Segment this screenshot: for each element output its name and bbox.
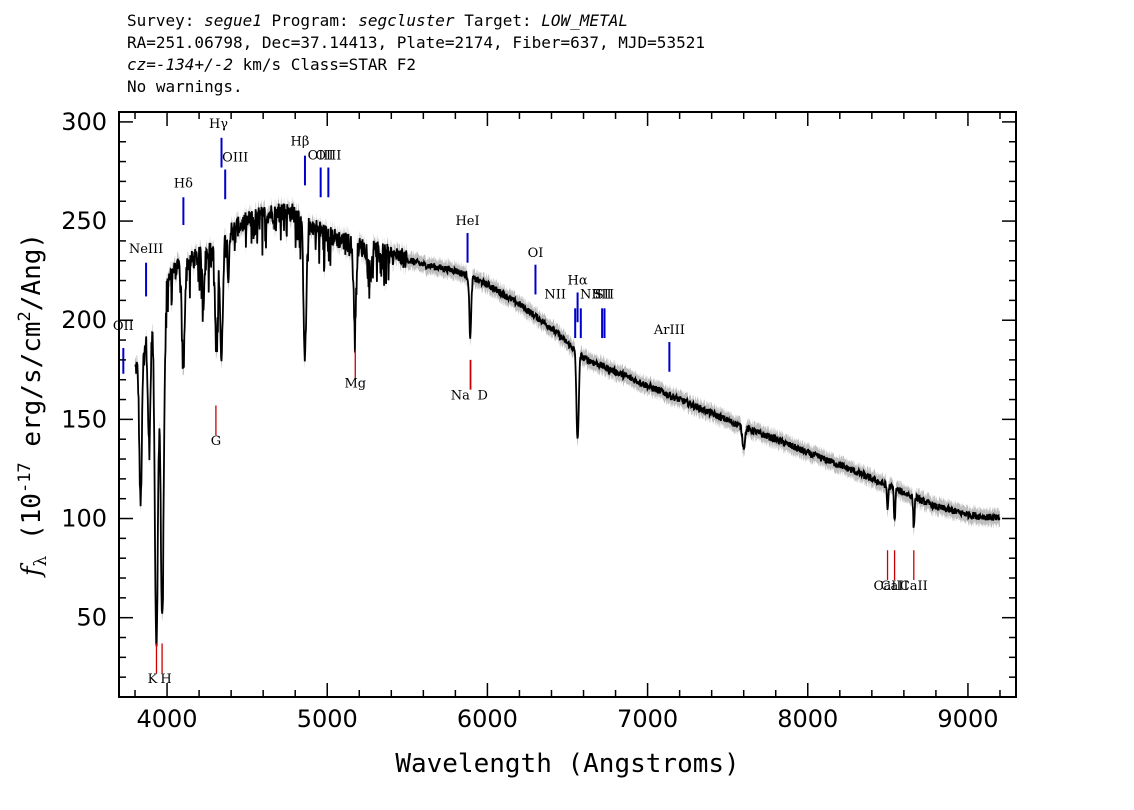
absorption-line-label: Mg (344, 377, 366, 392)
emission-line-label: Hβ (291, 135, 310, 150)
emission-line-label: OII (113, 319, 134, 334)
header-line-warnings: No warnings. (127, 77, 243, 96)
emission-line-label: OIII (308, 149, 334, 164)
axes-layer: 4000 5000 6000 7000 8000 9000 50 100 150 200 250 30… (61, 108, 1016, 733)
absorption-line-label: D (478, 389, 488, 404)
emission-line-label: HeI (455, 214, 479, 229)
y-tick-label: 150 (61, 405, 107, 433)
spectral-lines-layer: OIINeIIIHδHγOIIIHβOIIIOIIIHeIOINIIHαNIIS… (113, 117, 928, 687)
program-label: Program: (271, 11, 349, 30)
emission-line-label: NII (580, 287, 602, 302)
x-tick-label: 6000 (457, 705, 518, 733)
error-band-layer (135, 195, 1000, 655)
x-tick-label: 9000 (937, 705, 998, 733)
survey-label: Survey: (127, 11, 195, 30)
emission-line-label: NeIII (129, 242, 163, 257)
x-tick-label: 5000 (297, 705, 358, 733)
cz-suffix: km/s Class=STAR F2 (232, 55, 416, 74)
plot-frame (118, 111, 1017, 698)
cz-prefix: cz= (127, 55, 156, 74)
y-tick-label: 100 (61, 505, 107, 533)
absorption-line-label: CaII (900, 579, 928, 594)
x-tick-label: 7000 (617, 705, 678, 733)
emission-line-label: NII (544, 287, 566, 302)
survey-value: segue1 (204, 11, 262, 30)
y-tick-label: 200 (61, 306, 107, 334)
target-label: Target: (464, 11, 532, 30)
x-axis-title: Wavelength (Angstroms) (395, 749, 739, 779)
x-tick-label: 8000 (777, 705, 838, 733)
absorption-line-label: CaII (881, 579, 909, 594)
target-value: LOW_METAL (541, 11, 628, 30)
emission-line-label: Hα (568, 274, 588, 289)
error-band (135, 195, 1000, 655)
absorption-line-label: H (160, 672, 171, 687)
emission-line-label: Hδ (174, 176, 193, 191)
absorption-line-label: G (211, 434, 221, 449)
emission-line-label: SII (593, 287, 612, 302)
emission-line-label: Hγ (209, 117, 228, 132)
spectrum-header: Survey: segue1 Program: segcluster Targe… (127, 10, 705, 98)
emission-line-label: OIII (315, 149, 341, 164)
absorption-line-label: CaII (874, 579, 902, 594)
y-axis-title: fλ (10-17 erg/s/cm2/Ang) (15, 233, 51, 578)
absorption-line-label: Na (451, 389, 470, 404)
header-line-redshift: cz=-134+/-2 km/s Class=STAR F2 (127, 54, 705, 76)
spectrum-series (134, 203, 1001, 647)
header-line-survey: Survey: segue1 Program: segcluster Targe… (127, 10, 705, 32)
y-tick-label: 300 (61, 108, 107, 136)
emission-line-label: SII (595, 287, 614, 302)
emission-line-label: OI (528, 246, 544, 261)
x-tick-label: 4000 (137, 705, 198, 733)
y-tick-label: 250 (61, 207, 107, 235)
emission-line-label: ArIII (653, 323, 685, 338)
spectrum-layer (134, 203, 1001, 647)
emission-line-label: OIII (222, 151, 248, 166)
y-tick-label: 50 (76, 604, 107, 632)
program-value: segcluster (358, 11, 455, 30)
header-line-coordinates: RA=251.06798, Dec=37.14413, Plate=2174, … (127, 33, 705, 52)
cz-value: -134+/-2 (155, 55, 233, 74)
absorption-line-label: K (148, 672, 158, 687)
